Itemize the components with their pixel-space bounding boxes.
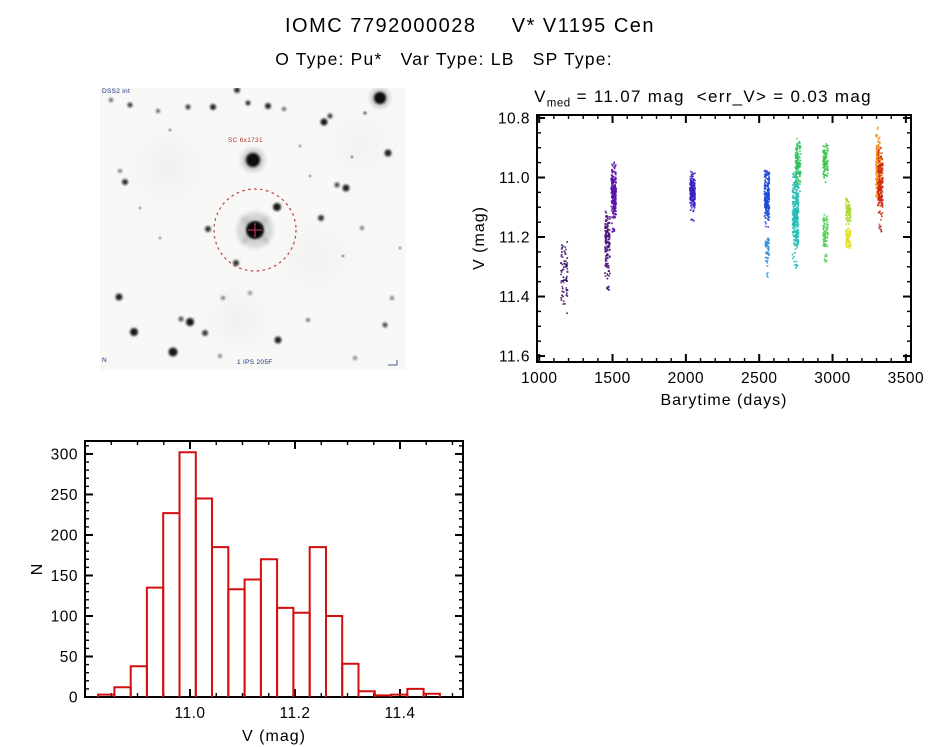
svg-text:11.0: 11.0	[174, 705, 205, 722]
light-curve-ylabel: V (mag)	[471, 206, 488, 270]
svg-text:1000: 1000	[521, 370, 557, 387]
svg-text:3000: 3000	[814, 370, 850, 387]
histogram-xlabel: V (mag)	[242, 728, 306, 745]
svg-text:200: 200	[51, 527, 78, 544]
vmed-base: V	[534, 87, 547, 106]
svg-text:150: 150	[51, 568, 78, 585]
svg-text:50: 50	[60, 649, 78, 666]
light-curve-title: Vmed = 11.07 mag <err_V> = 0.03 mag	[462, 87, 944, 109]
svg-text:250: 250	[51, 487, 78, 504]
target-annotations	[213, 188, 398, 366]
light-curve-xlabel: Barytime (days)	[660, 392, 787, 409]
finder-survey-label: DSS2 int	[102, 88, 131, 95]
page-subtitle: O Type: Pu* Var Type: LB SP Type:	[275, 49, 613, 69]
histogram-plot: 11.0 11.2 11.4 0 50 100 150 200 250 300 V (mag) N	[29, 440, 464, 745]
page-title: IOMC 7792000028 V* V1195 Cen	[284, 15, 656, 37]
light-curve-points	[560, 126, 884, 315]
finder-bottom-label: 1 IPS 205F	[237, 359, 273, 366]
svg-text:2500: 2500	[741, 370, 777, 387]
light-curve-plot: 1000 1500 2000 2500 3000 3500 10.8 11.0 11.2 11.4…	[471, 110, 924, 409]
svg-text:11.4: 11.4	[384, 705, 415, 722]
svg-text:10.8: 10.8	[498, 110, 530, 127]
svg-text:300: 300	[51, 446, 78, 463]
vmed-rest: = 11.07 mag <err_V> = 0.03 mag	[570, 87, 872, 106]
histogram-axes: 11.0 11.2 11.4 0 50 100 150 200 250 300	[51, 440, 464, 722]
svg-text:3500: 3500	[888, 370, 924, 387]
svg-text:11.2: 11.2	[499, 230, 530, 247]
svg-text:2000: 2000	[668, 370, 704, 387]
finder-chart-image	[109, 87, 402, 366]
svg-text:11.0: 11.0	[499, 170, 530, 187]
svg-text:11.2: 11.2	[279, 705, 310, 722]
svg-text:11.4: 11.4	[499, 289, 530, 306]
finder-corner-label: N	[102, 357, 107, 364]
finder-target-label: SC 6x1731	[228, 137, 263, 144]
histogram-ylabel: N	[29, 563, 46, 576]
svg-text:11.6: 11.6	[499, 349, 530, 366]
finder-chart: DSS2 int SC 6x1731 1 IPS 205F N	[100, 87, 406, 370]
vmed-sub: med	[546, 97, 571, 110]
svg-text:100: 100	[51, 608, 78, 625]
target-circle	[213, 188, 297, 272]
histogram-bars	[97, 451, 441, 697]
svg-text:0: 0	[69, 690, 78, 707]
scale-tick	[388, 360, 398, 366]
light-curve-axes: 1000 1500 2000 2500 3000 3500 10.8 11.0 11.2 11.4…	[498, 110, 924, 387]
svg-text:1500: 1500	[594, 370, 630, 387]
